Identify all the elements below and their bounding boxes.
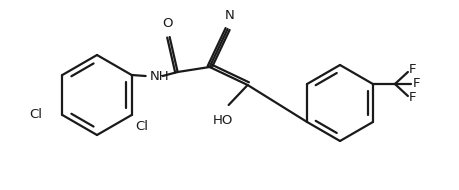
Text: HO: HO xyxy=(212,114,232,127)
Text: O: O xyxy=(162,17,173,30)
Text: Cl: Cl xyxy=(135,120,148,133)
Text: N: N xyxy=(224,9,234,22)
Text: NH: NH xyxy=(149,70,169,83)
Text: F: F xyxy=(408,92,415,105)
Text: Cl: Cl xyxy=(29,108,42,121)
Text: F: F xyxy=(408,63,415,77)
Text: F: F xyxy=(412,78,420,90)
